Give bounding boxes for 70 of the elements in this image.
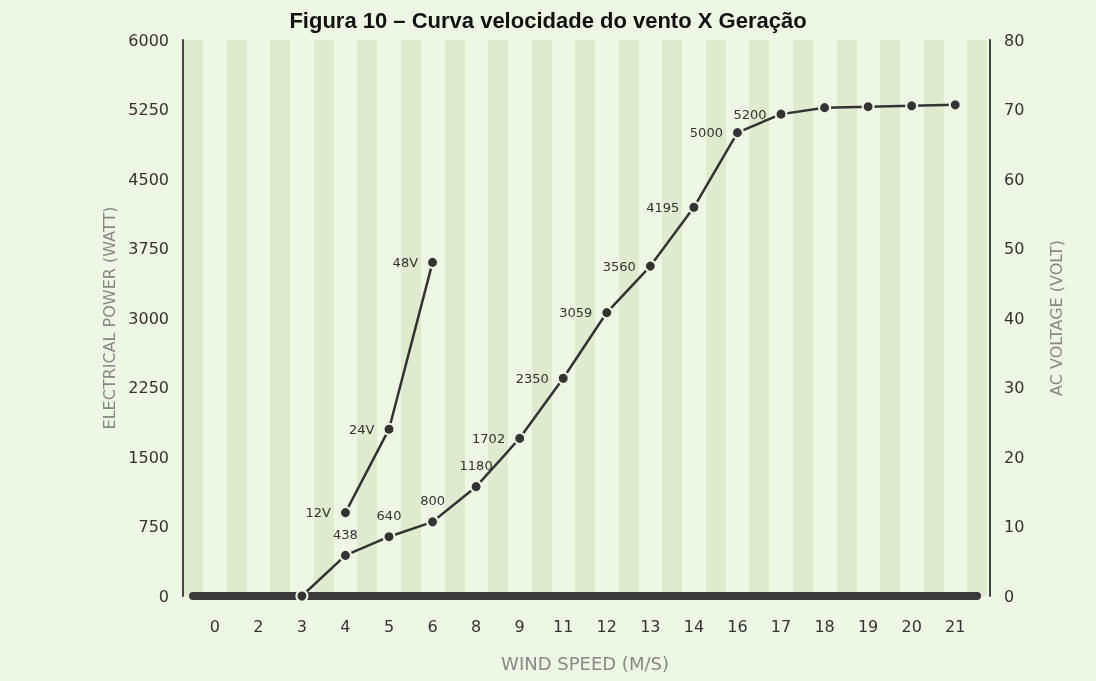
y2-tick-label: 40 <box>1004 308 1025 328</box>
y-tick-label: 0 <box>158 586 169 606</box>
y-tick-label: 6000 <box>128 30 169 50</box>
x-tick-label: 4 <box>340 616 351 636</box>
x-tick-label: 19 <box>857 616 879 636</box>
x-tick-label: 12 <box>596 616 617 636</box>
y-tick-label: 5250 <box>128 100 169 119</box>
point <box>948 98 962 112</box>
y-axis-title: ELECTRICAL POWER (WATT) <box>99 206 119 430</box>
x-tick-label: 20 <box>901 616 922 636</box>
x-tick-label: 13 <box>640 616 661 636</box>
point <box>600 306 614 320</box>
data-label: 5000 <box>689 125 723 141</box>
x-axis-title: WIND SPEED (M/S) <box>501 652 669 674</box>
data-label: 5200 <box>733 106 767 122</box>
data-label: 1180 <box>459 458 493 474</box>
x-tick-label: 8 <box>471 616 482 636</box>
data-label: 24V <box>349 421 375 437</box>
y2-tick-label: 80 <box>1004 30 1025 50</box>
point <box>687 200 701 214</box>
y-tick-label: 1500 <box>128 447 169 467</box>
x-tick-label: 6 <box>427 616 438 636</box>
point <box>861 100 875 114</box>
point <box>426 515 440 529</box>
x-tick-label: 2 <box>253 616 264 636</box>
y2-tick-label: 30 <box>1004 378 1025 397</box>
y-tick-label: 2250 <box>128 378 169 397</box>
x-tick-label: 21 <box>945 616 966 636</box>
point <box>643 259 657 273</box>
point <box>818 101 832 115</box>
data-label: 1702 <box>472 430 506 446</box>
x-tick-label: 17 <box>770 616 792 636</box>
point <box>774 107 788 121</box>
y2-tick-label: 60 <box>1004 169 1025 189</box>
x-tick-label: 5 <box>383 616 395 636</box>
data-label: 3560 <box>602 258 636 274</box>
point <box>905 99 919 113</box>
y2-tick-label: 0 <box>1004 586 1015 606</box>
chart-title: Figura 10 – Curva velocidade do vento X Geração <box>289 7 807 33</box>
x-tick-label: 16 <box>727 616 748 636</box>
data-label: 2350 <box>515 370 549 386</box>
point <box>556 371 570 385</box>
y-tick-label: 3750 <box>128 239 169 258</box>
x-tick-label: 11 <box>553 616 574 636</box>
y-tick-label: 3000 <box>128 308 169 328</box>
y2-tick-label: 20 <box>1004 447 1025 467</box>
x-tick-label: 18 <box>814 616 835 636</box>
point <box>469 480 483 494</box>
y2-tick-label: 70 <box>1004 100 1025 119</box>
point <box>382 530 396 544</box>
data-label: 438 <box>333 526 358 542</box>
x-tick-label: 3 <box>296 616 307 636</box>
point <box>382 422 396 436</box>
y2-tick-label: 50 <box>1004 239 1025 258</box>
point <box>295 589 309 603</box>
y-tick-label: 750 <box>138 517 169 536</box>
data-label: 800 <box>420 493 445 509</box>
x-tick-label: 14 <box>683 616 705 636</box>
y2-tick-label: 10 <box>1004 517 1025 536</box>
y-tick-label: 4500 <box>128 169 169 189</box>
data-label: 3059 <box>559 305 593 321</box>
point <box>338 548 352 562</box>
data-label: 48V <box>392 254 419 270</box>
y2-axis-title: AC VOLTAGE (VOLT) <box>1046 240 1066 396</box>
x-tick-label: 9 <box>514 616 525 636</box>
data-label: 4195 <box>646 199 680 215</box>
data-label: 640 <box>376 508 402 524</box>
point <box>513 431 527 445</box>
data-label: 12V <box>305 505 332 521</box>
x-tick-label: 0 <box>209 616 220 636</box>
